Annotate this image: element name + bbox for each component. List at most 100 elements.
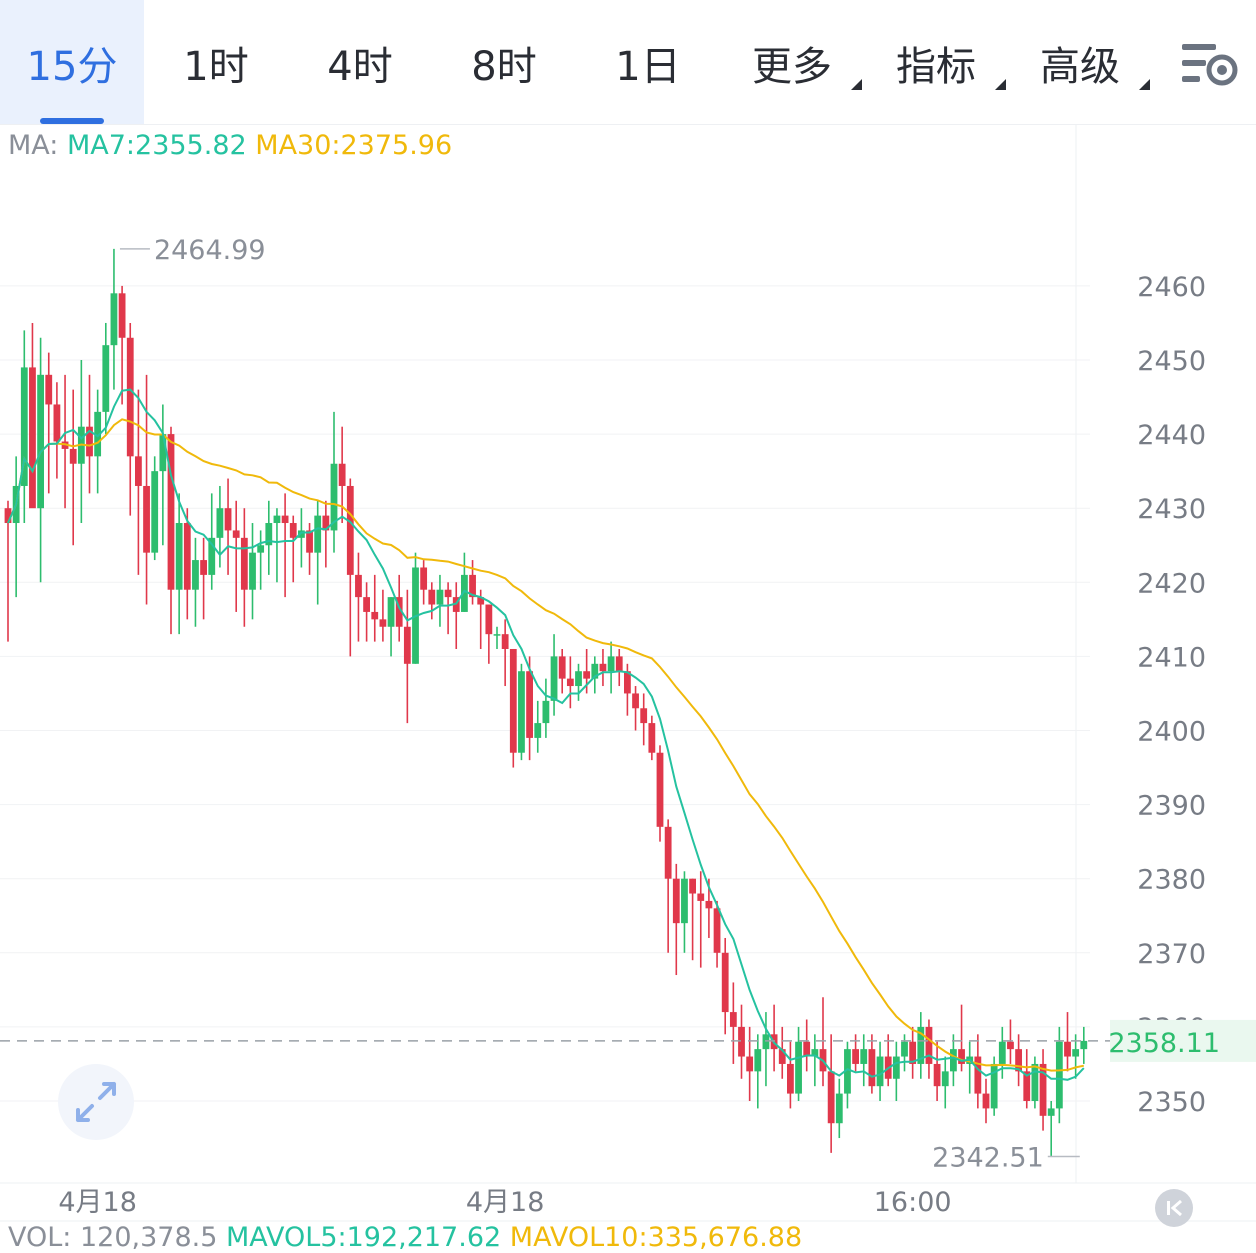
candle <box>917 1012 925 1079</box>
candle <box>721 937 729 1035</box>
candle-body <box>379 619 387 627</box>
candle-body <box>518 671 525 753</box>
candle-body <box>159 434 167 472</box>
candle <box>159 404 167 546</box>
candle <box>45 352 53 494</box>
candle <box>346 478 354 657</box>
tab-label: 指标 <box>896 44 976 90</box>
candle-body <box>45 374 53 405</box>
vol-value: VOL: 120,378.5 <box>8 1222 218 1253</box>
candle-body <box>575 671 582 687</box>
candle <box>518 663 525 761</box>
y-tick-label: 2350 <box>1137 1087 1206 1118</box>
candle <box>672 863 680 976</box>
candle-body <box>273 515 281 524</box>
volume-legend: VOL: 120,378.5 MAVOL5:192,217.62 MAVOL10… <box>8 1222 802 1253</box>
candle <box>925 1019 933 1079</box>
candle <box>615 648 623 687</box>
candle-body <box>689 878 696 894</box>
tab-7[interactable]: 指标 <box>864 0 1008 124</box>
candle-body <box>403 626 411 664</box>
ma30-value: MA30:2375.96 <box>255 130 453 161</box>
candle-body <box>754 1049 762 1072</box>
candle-body <box>672 878 680 924</box>
dropdown-corner-icon <box>1139 79 1150 90</box>
timeframe-tab-bar: 15分 1时 4时 8时 1日 更多 指标 高级 <box>0 0 1256 125</box>
y-tick-label: 2420 <box>1137 568 1206 599</box>
active-tab-indicator <box>40 118 104 124</box>
expand-arrows-icon <box>76 1082 116 1122</box>
candle <box>232 500 240 612</box>
candle <box>787 1041 794 1109</box>
candle-body <box>143 485 150 553</box>
y-tick-label: 2440 <box>1137 420 1206 451</box>
candle <box>501 619 509 687</box>
candle <box>436 574 444 627</box>
candle <box>151 456 159 561</box>
candle <box>607 641 615 694</box>
tab-2[interactable]: 1时 <box>144 0 288 124</box>
candle-body <box>1023 1071 1031 1101</box>
tab-8[interactable]: 高级 <box>1008 0 1152 124</box>
candle <box>289 515 297 583</box>
candle <box>363 582 370 642</box>
tab-1[interactable]: 15分 <box>0 0 144 124</box>
scroll-to-latest-button[interactable] <box>1155 1189 1193 1227</box>
y-tick-label: 2430 <box>1137 494 1206 525</box>
candle <box>387 597 395 657</box>
candle <box>1047 1101 1055 1157</box>
candle <box>485 604 493 664</box>
tab-6[interactable]: 更多 <box>720 0 864 124</box>
chart-settings-icon[interactable] <box>1180 40 1242 92</box>
candle-body <box>53 404 61 442</box>
candle <box>1072 1034 1080 1079</box>
candle-body <box>534 723 542 738</box>
tab-label: 8时 <box>471 44 537 90</box>
mavol5-value: MAVOL5:192,217.62 <box>225 1222 502 1253</box>
candle-body <box>526 671 533 738</box>
candle-body <box>257 545 265 553</box>
y-tick-label: 2380 <box>1137 865 1206 896</box>
y-tick-label: 2370 <box>1137 939 1206 970</box>
candle <box>950 1034 957 1087</box>
tab-3[interactable]: 4时 <box>288 0 432 124</box>
tab-5[interactable]: 1日 <box>576 0 720 124</box>
candle <box>192 537 199 627</box>
candle <box>803 1019 811 1072</box>
candle <box>208 493 216 590</box>
candle <box>599 648 607 687</box>
candle-body <box>371 611 379 620</box>
candle <box>689 878 696 961</box>
candle-body <box>265 523 273 546</box>
candle-body <box>778 1049 786 1064</box>
candle <box>371 574 379 642</box>
candle <box>982 1078 990 1124</box>
candle <box>330 411 338 553</box>
tab-4[interactable]: 8时 <box>432 0 576 124</box>
ma-legend-prefix: MA: <box>8 130 59 161</box>
candle-body <box>713 908 721 953</box>
candle <box>53 382 61 479</box>
candle <box>102 322 110 435</box>
dropdown-corner-icon <box>851 79 862 90</box>
candle-body <box>37 374 44 509</box>
candlestick-chart[interactable]: 2350236023702380239024002410242024302440… <box>0 125 1256 1242</box>
candle-body <box>477 597 485 605</box>
candle-body <box>192 560 199 590</box>
candle <box>754 1034 762 1109</box>
candle-body <box>640 708 648 724</box>
candle-body <box>289 523 297 538</box>
candle <box>37 337 44 583</box>
candle-body <box>306 530 313 553</box>
y-tick-label: 2390 <box>1137 791 1206 822</box>
candle <box>1080 1026 1088 1064</box>
fullscreen-expand-button[interactable] <box>58 1064 134 1140</box>
candle <box>542 678 550 738</box>
candle <box>265 500 273 575</box>
candle-body <box>697 893 705 901</box>
candle-body <box>656 752 664 827</box>
candle <box>550 634 558 716</box>
candle-body <box>224 508 232 531</box>
candle <box>77 360 85 524</box>
candle-body <box>102 345 110 412</box>
